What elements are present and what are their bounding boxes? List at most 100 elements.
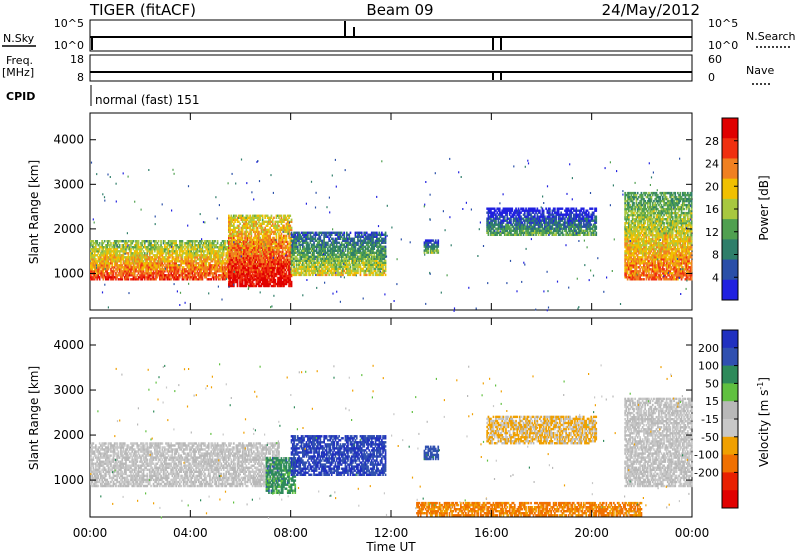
range-gate-cell [360, 231, 363, 234]
range-gate-cell [148, 240, 151, 243]
range-gate-cell [147, 264, 150, 267]
range-gate-cell [244, 240, 246, 244]
range-gate-cell [101, 240, 103, 243]
range-gate-cell [146, 260, 149, 263]
range-gate-cell [253, 274, 255, 278]
range-gate-cell [230, 232, 233, 236]
range-gate-cell [249, 214, 251, 217]
range-gate-cell [151, 264, 154, 267]
range-gate-cell [210, 250, 213, 253]
range-gate-cell [142, 260, 145, 263]
range-gate-cell [243, 266, 245, 270]
range-gate-cell [105, 260, 107, 263]
range-gate-cell [166, 244, 169, 247]
range-gate-cell [107, 250, 110, 253]
range-gate-cell [159, 262, 161, 265]
range-gate-cell [155, 258, 157, 261]
range-gate-cell [231, 230, 234, 234]
range-gate-cell [182, 276, 185, 279]
range-gate-cell [240, 242, 243, 246]
range-gate-cell [184, 262, 186, 265]
range-gate-cell [231, 254, 234, 258]
range-gate-cell [205, 248, 208, 251]
range-gate-cell [98, 242, 101, 245]
range-gate-cell [228, 282, 230, 286]
range-gate-cell [141, 242, 144, 245]
range-gate-cell [146, 262, 149, 265]
range-gate-cell [251, 214, 254, 217]
range-gate-cell [95, 270, 97, 273]
range-gate-cell [226, 270, 229, 273]
range-gate-cell [202, 266, 205, 269]
range-gate-cell [224, 272, 226, 275]
range-gate-cell [160, 274, 162, 277]
range-gate-cell [167, 254, 170, 257]
range-gate-cell [256, 260, 259, 264]
range-gate-cell [185, 278, 187, 281]
range-gate-cell [133, 244, 136, 247]
range-gate-cell [95, 276, 97, 279]
range-gate-cell [182, 246, 185, 249]
range-gate-cell [230, 266, 233, 270]
range-gate-cell [137, 258, 140, 261]
range-gate-cell [96, 240, 98, 243]
range-gate-cell [181, 246, 184, 249]
range-gate-cell [199, 278, 201, 281]
range-gate-cell [259, 272, 261, 276]
range-gate-cell [116, 262, 118, 265]
range-gate-cell [261, 214, 264, 217]
range-gate-cell [258, 264, 260, 268]
range-gate-cell [219, 254, 221, 257]
range-gate-cell [249, 244, 251, 248]
range-gate-cell [182, 260, 185, 263]
range-gate-cell [245, 280, 248, 284]
range-gate-cell [137, 268, 140, 271]
range-gate-cell [185, 254, 187, 257]
range-gate-cell [105, 262, 107, 265]
range-gate-cell [249, 278, 251, 282]
range-gate-cell [101, 252, 103, 255]
range-gate-cell [151, 278, 154, 281]
range-gate-cell [207, 252, 210, 255]
range-gate-cell [113, 256, 116, 259]
range-gate-cell [197, 278, 200, 281]
range-gate-cell [181, 262, 184, 265]
range-gate-cell [238, 242, 240, 245]
range-gate-cell [201, 254, 204, 257]
range-gate-cell [184, 242, 186, 245]
range-gate-cell [249, 272, 251, 276]
range-gate-cell [187, 272, 190, 275]
range-gate-cell [146, 248, 149, 251]
range-gate-cell [250, 262, 253, 266]
range-gate-cell [160, 264, 162, 267]
range-gate-cell [172, 268, 175, 271]
range-gate-cell [199, 266, 201, 269]
range-gate-cell [235, 264, 238, 268]
range-gate-cell [255, 264, 258, 267]
range-gate-cell [234, 252, 236, 256]
range-gate-cell [185, 268, 187, 271]
range-gate-cell [180, 244, 182, 247]
range-gate-cell [250, 246, 253, 249]
range-gate-cell [131, 240, 134, 243]
range-gate-cell [165, 254, 167, 257]
range-gate-cell [233, 224, 235, 227]
range-gate-cell [199, 258, 201, 261]
range-gate-cell [159, 250, 161, 253]
range-gate-cell [95, 260, 97, 263]
range-gate-cell [241, 254, 244, 258]
range-gate-cell [253, 216, 255, 219]
range-gate-cell [200, 268, 203, 271]
range-gate-cell [95, 254, 97, 257]
range-gate-cell [201, 250, 204, 253]
range-gate-cell [254, 262, 256, 265]
range-gate-cell [199, 250, 201, 253]
range-gate-cell [97, 258, 100, 261]
range-gate-cell [229, 276, 231, 280]
range-gate-cell [280, 214, 283, 217]
range-gate-cell [92, 240, 95, 243]
range-gate-cell [108, 264, 111, 267]
range-gate-cell [160, 246, 162, 249]
range-gate-cell [170, 278, 172, 281]
